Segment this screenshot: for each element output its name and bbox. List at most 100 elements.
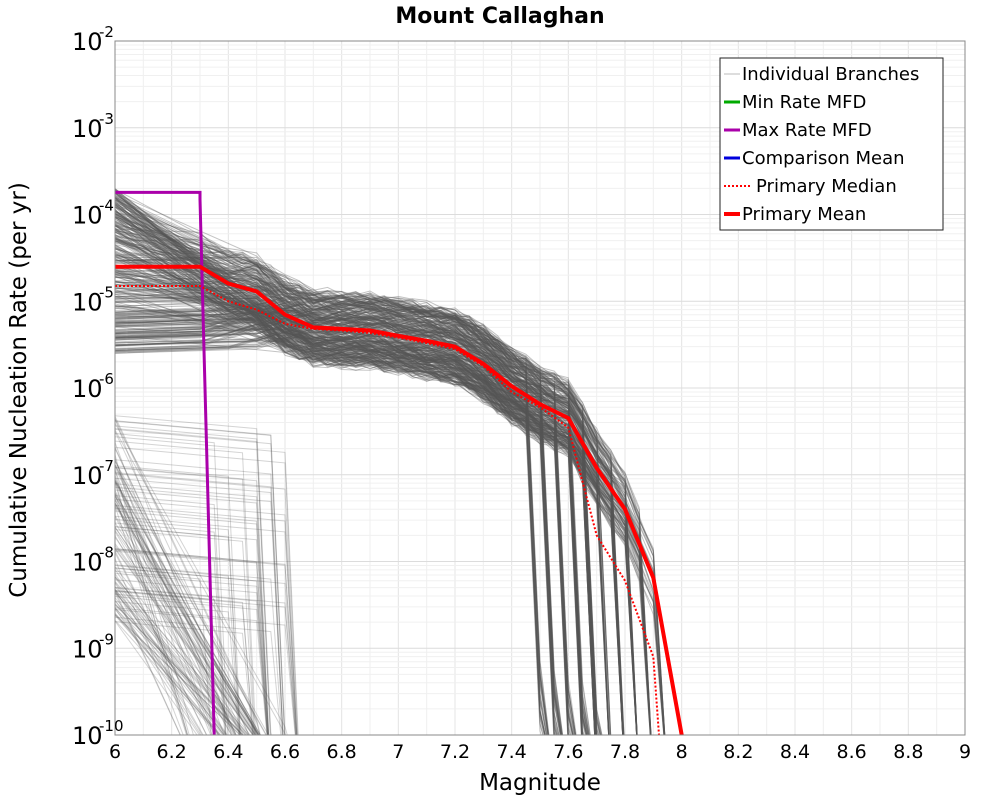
branch-line [115,505,188,735]
branch-line [115,294,638,735]
branch-line [115,268,610,735]
branch-line [115,229,558,735]
branch-line [115,473,298,735]
branch-line [115,236,583,735]
branch-line [115,305,638,735]
branch-line [115,286,596,735]
branch-line [115,251,556,735]
branch-line [115,303,588,735]
y-tick-label: 10-10 [72,717,124,750]
branch-line [115,530,256,735]
branch-line [115,203,665,735]
branch-line [115,479,261,735]
branch-line [115,504,259,735]
branch-line [115,266,583,735]
branch-line [115,333,555,735]
branch-line [115,493,188,735]
branch-line [115,301,651,735]
branch-line [115,310,598,735]
branch-line [115,607,243,735]
y-tick-base: 10 [72,635,103,663]
branch-line [115,203,625,735]
branch-line [115,467,270,735]
branch-line [115,267,597,735]
branch-line [115,545,254,735]
branch-line [115,210,572,735]
branch-line [115,283,597,735]
branch-line [115,607,268,735]
branch-line [115,325,582,735]
branch-line [115,483,270,735]
branch-line [115,191,624,735]
branch-line [115,337,570,735]
branch-line [115,547,254,735]
branch-line [115,535,232,735]
y-tick-base: 10 [72,375,103,403]
branch-line [115,206,624,735]
branch-line [115,206,596,735]
branch-line [115,448,250,735]
branch-line [115,309,610,735]
branch-line [115,499,260,735]
branch-line [115,619,219,735]
branch-line [115,285,624,735]
branch-line [115,256,665,735]
branch-line [115,283,574,735]
branch-line [115,428,285,735]
x-tick-label: 9 [959,741,971,763]
branch-line [115,345,665,735]
branch-line [115,323,638,735]
branch-line [115,238,546,735]
branch-line [115,307,666,735]
y-tick-label: 10-2 [72,23,114,56]
branch-line [115,268,652,735]
branch-line [115,283,665,735]
branch-line [115,481,237,735]
branch-line [115,291,556,735]
branch-line [115,304,666,735]
branch-line [115,339,665,735]
branch-line [115,256,563,735]
branch-line [115,205,624,735]
branch-line [115,588,225,735]
y-tick-exponent: -2 [99,23,114,41]
max-rate-mfd-line [115,190,216,735]
branch-line [115,322,583,735]
branch-line [115,326,651,735]
branch-line [115,579,269,735]
branch-line [115,429,286,735]
branch-line [115,313,624,735]
legend-entry: Primary Median [724,176,897,197]
branch-line [115,247,546,735]
branch-line [115,199,652,735]
branch-line [115,433,229,735]
branch-line [115,232,652,735]
branch-line [115,589,247,735]
branch-line [115,586,248,735]
branch-line [115,566,251,735]
y-tick-exponent: -3 [99,110,114,128]
branch-line [115,301,601,735]
branch-line [115,249,612,735]
legend: Individual Branches Min Rate MFD Max Rate … [719,57,944,231]
branch-line [115,192,597,735]
branch-line [115,204,546,735]
branch-line [115,265,597,735]
branch-line [115,335,557,735]
branch-line [115,328,638,735]
branch-line [115,302,611,735]
branch-line [115,614,220,735]
branch-line [115,262,549,735]
branch-line [115,531,233,735]
branch-line [115,436,299,735]
legend-entry: Individual Branches [724,64,919,85]
branch-line [115,236,577,735]
branch-line [115,280,596,735]
x-tick-label: 7.2 [440,741,470,763]
branch-line [115,259,638,735]
branch-line [115,489,270,735]
branch-line [115,311,624,735]
branch-line [115,505,259,735]
branch-line [115,252,596,735]
